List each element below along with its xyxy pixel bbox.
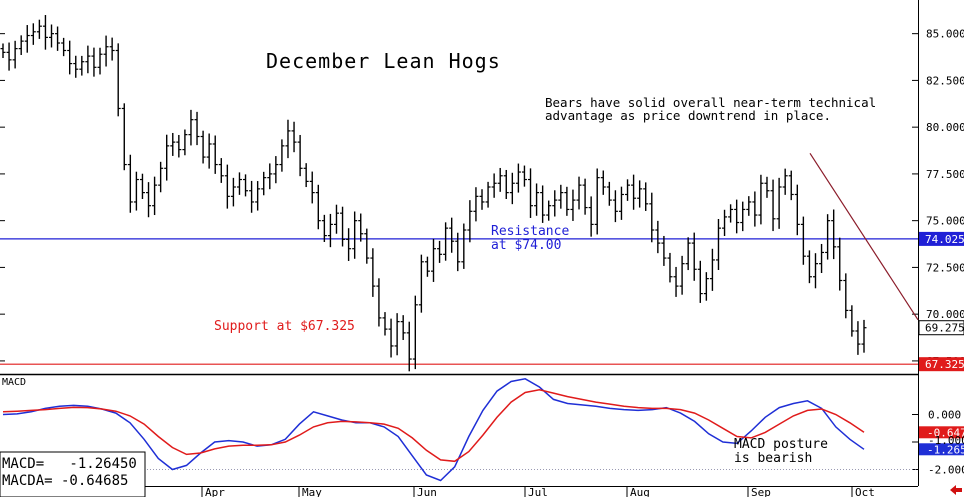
last-price-tag xyxy=(918,320,964,336)
support-price-tag xyxy=(919,357,964,372)
time-tick-label: Apr xyxy=(205,486,225,497)
resistance-label-1: Resistance xyxy=(491,224,569,239)
macd-tick-label: 0.000 xyxy=(928,409,961,422)
macd-value-tag xyxy=(919,443,964,456)
commentary-line-1: Bears have solid overall near-term techn… xyxy=(545,95,876,110)
chart-title: December Lean Hogs xyxy=(266,49,501,73)
commentary-line-2: advantage as price downtrend in place. xyxy=(545,108,831,123)
macda-value-tag-label: -0.647 xyxy=(927,426,964,439)
resistance-label-2: at $74.00 xyxy=(491,238,561,253)
price-axis: 85.000 82.500 80.000 77.500 75.000 72.500 70.0… xyxy=(0,28,964,368)
macd-tick-label: -2.000 xyxy=(928,464,964,477)
resistance-tag-label: 74.025 xyxy=(925,233,964,246)
horizontal-lines xyxy=(0,238,918,365)
price-tick-label: 82.500 xyxy=(926,74,964,87)
macd-panel-label: MACD xyxy=(2,377,26,388)
macd-note-line-2: is bearish xyxy=(734,451,812,466)
support-tag-label: 67.325 xyxy=(925,358,964,371)
price-tick-label: 77.500 xyxy=(926,168,964,181)
price-tick-label: 70.000 xyxy=(926,308,964,321)
ohlc-bars xyxy=(0,15,867,372)
time-tick-label: Aug xyxy=(630,486,650,497)
price-tags: 74.025 67.325 69.275 xyxy=(918,231,964,372)
macda-line xyxy=(2,389,865,463)
downtrend-line xyxy=(809,153,919,321)
macd-value-tag-label: -1.265 xyxy=(927,443,964,456)
support-label: Support at $67.325 xyxy=(214,319,355,334)
macd-lines xyxy=(2,378,865,482)
macda-readout: MACDA= -0.64685 xyxy=(2,473,128,489)
macd-readout-box xyxy=(0,451,146,497)
price-tick-label: 80.000 xyxy=(926,121,964,134)
macda-value-tag xyxy=(919,426,964,439)
last-price-tag-label: 69.275 xyxy=(925,322,964,335)
time-tick-label: Oct xyxy=(855,486,875,497)
macd-line xyxy=(2,378,865,482)
price-tick-label: 72.500 xyxy=(926,261,964,274)
macd-note-line-1: MACD posture xyxy=(734,437,828,452)
macd-axis: 0.000 -2.000 -0.647 -1.265-1.000 xyxy=(0,409,964,477)
time-tick-label: May xyxy=(302,486,322,497)
macd-readout: MACD= -1.26450 xyxy=(2,456,137,472)
macd-tick-label: -1.000 xyxy=(928,434,964,447)
price-tick-label: 75.000 xyxy=(926,215,964,228)
price-tick-label: 85.000 xyxy=(926,28,964,41)
time-tick-label: Jun xyxy=(417,486,437,497)
resistance-price-tag xyxy=(919,231,964,246)
time-axis: Mar 23AprMayJunJulAugSepOct xyxy=(79,486,875,497)
time-tick-label: Sep xyxy=(751,486,771,497)
time-tick-label: Jul xyxy=(528,486,548,497)
left-arrow-icon[interactable] xyxy=(950,485,962,495)
